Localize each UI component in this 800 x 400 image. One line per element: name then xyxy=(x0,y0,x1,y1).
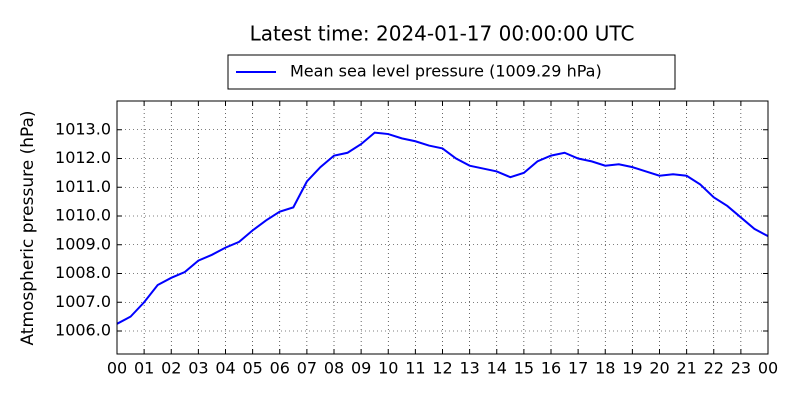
x-tick-label: 06 xyxy=(270,359,290,378)
x-tick-label: 19 xyxy=(622,359,642,378)
x-tick-label: 02 xyxy=(161,359,181,378)
x-tick-label: 16 xyxy=(541,359,561,378)
x-tick-label: 11 xyxy=(405,359,425,378)
y-axis-label: Atmospheric pressure (hPa) xyxy=(18,110,38,345)
chart-title: Latest time: 2024-01-17 00:00:00 UTC xyxy=(250,22,635,46)
line-series xyxy=(116,131,769,325)
x-tick-label: 13 xyxy=(459,359,479,378)
y-tick-label: 1006.0 xyxy=(55,321,111,340)
legend-box xyxy=(227,54,676,90)
y-tick-label: 1012.0 xyxy=(55,148,111,167)
x-tick-label: 08 xyxy=(324,359,344,378)
x-tick-label: 00 xyxy=(758,359,778,378)
x-tick-label: 15 xyxy=(514,359,534,378)
y-tick-label: 1011.0 xyxy=(55,177,111,196)
plot-frame xyxy=(116,100,769,355)
x-tick-label: 04 xyxy=(215,359,235,378)
x-tick-label: 21 xyxy=(676,359,696,378)
x-tick-label: 22 xyxy=(704,359,724,378)
legend-label: Mean sea level pressure (1009.29 hPa) xyxy=(290,62,602,81)
x-tick-label: 07 xyxy=(297,359,317,378)
y-tick-label: 1008.0 xyxy=(55,263,111,282)
y-tick-label: 1007.0 xyxy=(55,292,111,311)
x-tick-label: 03 xyxy=(188,359,208,378)
x-tick-label: 20 xyxy=(649,359,669,378)
y-tick-label: 1010.0 xyxy=(55,206,111,225)
x-tick-label: 12 xyxy=(432,359,452,378)
x-tick-label: 00 xyxy=(107,359,127,378)
x-tick-label: 01 xyxy=(134,359,154,378)
x-tick-label: 23 xyxy=(731,359,751,378)
x-tick-label: 18 xyxy=(595,359,615,378)
x-tick-label: 09 xyxy=(351,359,371,378)
x-tick-label: 05 xyxy=(242,359,262,378)
x-tick-label: 10 xyxy=(378,359,398,378)
x-tick-label: 14 xyxy=(487,359,507,378)
y-tick-label: 1013.0 xyxy=(55,119,111,138)
y-tick-label: 1009.0 xyxy=(55,234,111,253)
x-tick-label: 17 xyxy=(568,359,588,378)
